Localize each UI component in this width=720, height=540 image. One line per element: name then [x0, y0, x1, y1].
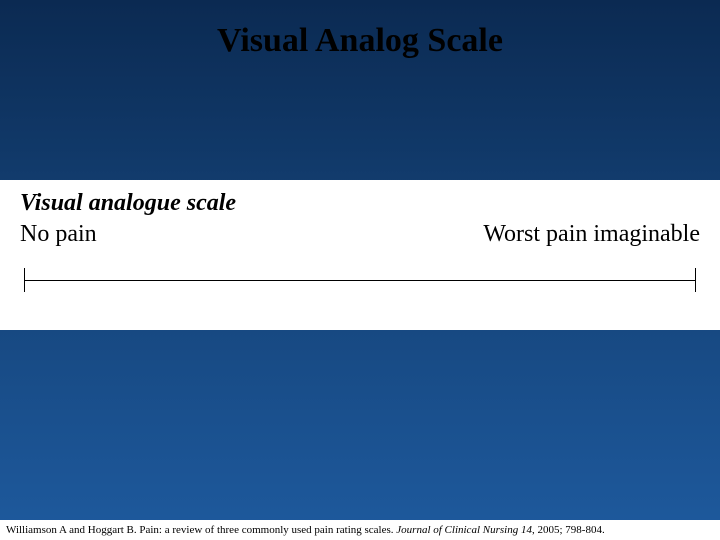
citation-suffix: , 2005; 798-804.	[532, 524, 605, 536]
vas-left-label: No pain	[20, 221, 97, 248]
vas-line	[24, 266, 696, 296]
citation-journal: Journal of Clinical Nursing 14	[396, 524, 532, 536]
vas-heading: Visual analogue scale	[20, 190, 700, 217]
vas-tick-left	[24, 268, 25, 292]
slide-title: Visual Analog Scale	[0, 0, 720, 60]
vas-right-label: Worst pain imaginable	[483, 221, 700, 248]
citation-prefix: Williamson A and Hoggart B. Pain: a revi…	[6, 524, 396, 536]
citation: Williamson A and Hoggart B. Pain: a revi…	[0, 520, 720, 540]
vas-labels-row: No pain Worst pain imaginable	[20, 221, 700, 248]
vas-tick-right	[695, 268, 696, 292]
vas-panel: Visual analogue scale No pain Worst pain…	[0, 180, 720, 330]
vas-line-horizontal	[24, 280, 696, 281]
